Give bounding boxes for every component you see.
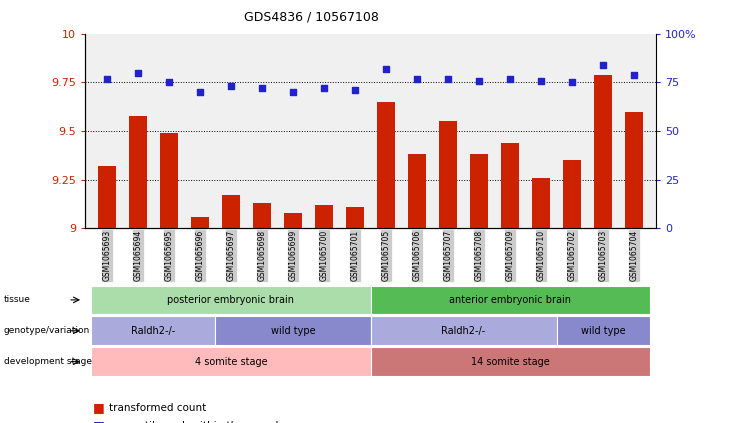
Bar [625, 112, 643, 228]
Bar [532, 178, 551, 228]
Text: anterior embryonic brain: anterior embryonic brain [449, 295, 571, 305]
Point [628, 71, 640, 78]
Bar [562, 160, 582, 228]
Bar [408, 154, 426, 228]
Text: GDS4836 / 10567108: GDS4836 / 10567108 [244, 11, 379, 24]
Text: tissue: tissue [4, 295, 30, 305]
Bar [470, 154, 488, 228]
Bar [439, 121, 457, 228]
Point [318, 85, 330, 92]
Text: posterior embryonic brain: posterior embryonic brain [167, 295, 294, 305]
Bar [159, 133, 179, 228]
Bar [376, 102, 395, 228]
Point [473, 77, 485, 84]
Point [442, 75, 454, 82]
Point [349, 87, 361, 93]
Point [163, 79, 175, 86]
Text: transformed count: transformed count [109, 403, 206, 413]
Text: Raldh2-/-: Raldh2-/- [131, 326, 176, 336]
Bar [315, 205, 333, 228]
Bar [190, 217, 209, 228]
Bar [284, 213, 302, 228]
Point [101, 75, 113, 82]
Point [535, 77, 547, 84]
Bar [501, 143, 519, 228]
Text: 4 somite stage: 4 somite stage [195, 357, 268, 367]
Bar [129, 115, 147, 228]
Text: development stage: development stage [4, 357, 92, 366]
Text: ■: ■ [93, 419, 104, 423]
Point [194, 89, 206, 96]
Point [256, 85, 268, 92]
Bar [222, 195, 240, 228]
Point [380, 66, 392, 72]
Bar [253, 203, 271, 228]
Text: ■: ■ [93, 401, 104, 414]
Point [504, 75, 516, 82]
Point [287, 89, 299, 96]
Point [411, 75, 423, 82]
Point [566, 79, 578, 86]
Bar [346, 207, 365, 228]
Bar [594, 75, 612, 228]
Text: wild type: wild type [270, 326, 315, 336]
Text: Raldh2-/-: Raldh2-/- [442, 326, 485, 336]
Point [132, 69, 144, 76]
Text: 14 somite stage: 14 somite stage [471, 357, 549, 367]
Text: genotype/variation: genotype/variation [4, 326, 90, 335]
Bar [98, 166, 116, 228]
Text: percentile rank within the sample: percentile rank within the sample [109, 420, 285, 423]
Point [225, 83, 237, 90]
Point [597, 62, 609, 69]
Text: wild type: wild type [581, 326, 625, 336]
